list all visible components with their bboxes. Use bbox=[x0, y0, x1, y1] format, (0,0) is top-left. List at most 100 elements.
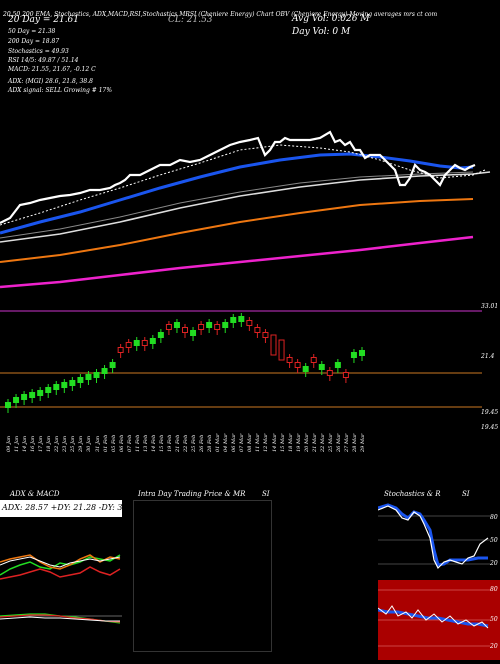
adx-readout: ADX: 28.57 +DY: 21.28 -DY: 38.3 bbox=[2, 503, 136, 512]
price-axis-top: 33.01 bbox=[481, 303, 499, 310]
candle-body bbox=[165, 324, 172, 330]
date-tick-label: 25 Feb bbox=[191, 434, 198, 452]
adx-white-line bbox=[0, 556, 121, 568]
price-axis-bottom: 19.45 bbox=[481, 424, 499, 431]
ema200-line bbox=[0, 198, 474, 263]
candle-body bbox=[198, 324, 205, 330]
date-tick-label: 14 Feb bbox=[150, 434, 157, 452]
date-tick-label: 28 Mar bbox=[351, 433, 358, 452]
candle-body bbox=[141, 340, 148, 346]
candle-body bbox=[214, 324, 221, 330]
candle-body bbox=[302, 366, 309, 372]
indicator-list: 20 Day = 21.61 50 Day = 21.38 200 Day = … bbox=[8, 15, 96, 75]
date-tick-label: 01 Mar bbox=[215, 433, 222, 452]
date-tick-label: 25 Jan bbox=[70, 435, 77, 452]
price-axis-mid: 21.4 bbox=[481, 353, 495, 360]
rsi-panel bbox=[377, 580, 500, 660]
ema100-line bbox=[0, 171, 491, 243]
stoch-axis-80: 80 bbox=[490, 514, 498, 521]
date-tick-label: 28 Feb bbox=[207, 434, 214, 452]
candle-body bbox=[101, 368, 108, 374]
candle-body bbox=[222, 322, 229, 328]
day-vol-label: Day Vol: 0 M bbox=[292, 27, 351, 37]
date-tick-label: 18 Jan bbox=[46, 435, 53, 452]
date-tick-label: 17 Jan bbox=[38, 435, 45, 452]
candle-body bbox=[262, 332, 269, 338]
candle-body bbox=[238, 316, 245, 322]
date-tick-label: 08 Mar bbox=[247, 433, 254, 452]
adx-line bbox=[0, 554, 121, 570]
candle-body bbox=[5, 402, 11, 408]
date-tick-label: 15 Mar bbox=[279, 433, 286, 452]
date-tick-label: 06 Feb bbox=[118, 434, 125, 452]
date-tick-label: 07 Feb bbox=[126, 434, 133, 452]
price-line bbox=[0, 130, 476, 224]
candle-body bbox=[29, 392, 36, 398]
date-tick-label: 25 Mar bbox=[327, 433, 334, 452]
rsi-axis-80: 80 bbox=[490, 586, 498, 593]
date-tick-label: 22 Mar bbox=[319, 433, 326, 452]
ema100b-line bbox=[0, 171, 474, 239]
adx-readout-bar bbox=[0, 500, 122, 517]
macd-label: MACD: 21.55, 21.67, -0.12 C bbox=[8, 66, 96, 73]
macd-hist-line bbox=[0, 616, 120, 622]
intraday-title-right: SI bbox=[262, 490, 270, 498]
candle-body bbox=[359, 350, 365, 356]
date-tick-label: 04 Mar bbox=[223, 433, 230, 452]
date-tick-label: 11 Mar bbox=[255, 433, 262, 452]
candle-body bbox=[93, 372, 100, 378]
adx-line-1: ADX: (MGI) 28.6, 21.8, 38.8 bbox=[8, 78, 93, 85]
candle-body bbox=[69, 380, 76, 386]
date-tick-label: 26 Feb bbox=[199, 434, 206, 452]
date-tick-label: 12 Mar bbox=[263, 433, 270, 452]
candle-body bbox=[21, 394, 28, 400]
candle-body bbox=[254, 327, 261, 333]
date-tick-label: 29 Jan bbox=[78, 435, 85, 452]
candles-group bbox=[5, 313, 365, 413]
date-tick-label: 31 Jan bbox=[94, 435, 101, 452]
candle-body bbox=[318, 364, 325, 370]
price-axis-low: 19.45 bbox=[481, 409, 499, 416]
candlestick-chart bbox=[0, 310, 482, 413]
date-tick-label: 05 Feb bbox=[110, 434, 117, 452]
plus-di-line bbox=[0, 554, 121, 576]
close-label: CL: 21.53 bbox=[168, 15, 213, 25]
stoch-d-line bbox=[377, 503, 488, 567]
candle-body bbox=[342, 372, 349, 378]
moving-average-chart bbox=[0, 130, 491, 289]
rsi-smooth-line bbox=[377, 608, 489, 628]
stoch-axis-20: 20 bbox=[490, 560, 498, 567]
date-tick-label: 29 Mar bbox=[360, 433, 366, 452]
date-tick-label: 22 Feb bbox=[183, 434, 189, 452]
stochastics-panel bbox=[377, 500, 500, 580]
candle-body bbox=[85, 374, 92, 380]
date-tick-label: 30 Jan bbox=[86, 435, 93, 452]
date-tick-label: 15 Feb bbox=[158, 434, 165, 452]
candle-body bbox=[350, 352, 357, 358]
ema50-label: 50 Day = 21.38 bbox=[8, 28, 56, 35]
candle-body bbox=[77, 377, 84, 383]
date-tick-label: 11 Jan bbox=[14, 435, 21, 452]
candle-body bbox=[53, 384, 60, 390]
candle-body bbox=[45, 387, 52, 393]
candle-body bbox=[246, 320, 253, 326]
intraday-panel bbox=[133, 500, 272, 652]
rsi-label: RSI 14/5: 49.87 / 51.14 bbox=[8, 57, 79, 64]
candle-body bbox=[133, 340, 140, 346]
date-tick-label: 14 Mar bbox=[271, 433, 278, 452]
candle-body bbox=[125, 342, 132, 348]
avg-vol-label: Avg Vol: 0.026 M bbox=[292, 14, 370, 24]
ema20-label: 20 Day = 21.61 bbox=[8, 15, 80, 25]
stoch-rsi-title: Stochastics & R bbox=[384, 490, 441, 498]
intraday-title: Intra Day Trading Price & MR bbox=[138, 490, 246, 498]
date-tick-label: 21 Feb bbox=[174, 434, 181, 452]
candle-body bbox=[37, 390, 44, 396]
candle-body bbox=[334, 362, 341, 368]
candle-body bbox=[157, 332, 164, 338]
candle-body bbox=[286, 357, 293, 363]
candle-body bbox=[117, 347, 124, 353]
candle-body bbox=[278, 339, 285, 361]
adx-macd-panel: ADX: 28.57 +DY: 21.28 -DY: 38.3 bbox=[0, 500, 135, 660]
date-tick-label: 20 Mar bbox=[303, 433, 310, 452]
date-axis: 09 Jan 11 Jan 14 Jan 16 Jan 17 Jan 18 Jan 22 J… bbox=[0, 432, 480, 482]
